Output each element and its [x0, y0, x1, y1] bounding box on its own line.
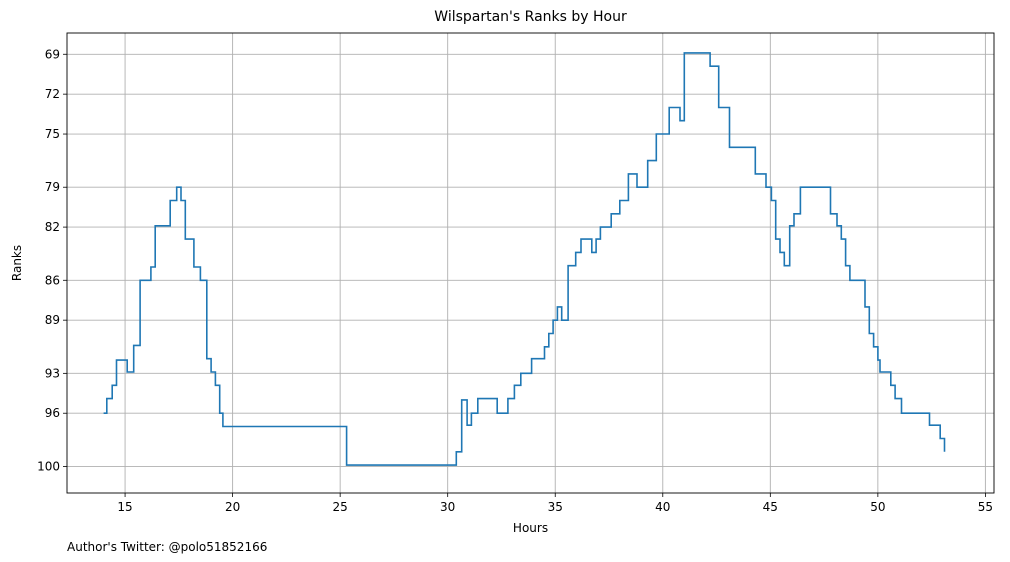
plot-frame — [66, 32, 995, 494]
y-tick-label: 82 — [45, 220, 60, 234]
y-tick-label: 69 — [45, 47, 60, 61]
x-tick-label: 35 — [548, 500, 563, 514]
chart-title: Wilspartan's Ranks by Hour — [434, 9, 627, 25]
y-tick-label: 89 — [45, 313, 60, 327]
y-axis-label: Ranks — [10, 245, 24, 281]
x-axis-label: Hours — [513, 521, 548, 535]
y-tick-label: 86 — [45, 273, 60, 287]
series-layer — [103, 52, 946, 466]
x-tick-label: 50 — [870, 500, 885, 514]
x-tick-label: 45 — [763, 500, 778, 514]
x-tick-label: 40 — [655, 500, 670, 514]
x-tick-label: 30 — [440, 500, 455, 514]
x-tick-label: 15 — [117, 500, 132, 514]
rank-step-line — [103, 52, 946, 466]
y-tick-label: 93 — [45, 366, 60, 380]
y-tick-label: 79 — [45, 180, 60, 194]
x-tick-label: 25 — [333, 500, 348, 514]
y-tick-label: 100 — [37, 459, 60, 473]
author-twitter-note: Author's Twitter: @polo51852166 — [67, 540, 267, 554]
y-tick-label: 72 — [45, 87, 60, 101]
x-tick-label: 20 — [225, 500, 240, 514]
y-tick-label: 96 — [45, 406, 60, 420]
y-tick-label: 75 — [45, 127, 60, 141]
x-tick-label: 55 — [978, 500, 993, 514]
axis-ticks: 15 20 25 30 35 40 45 50 55 69 72 75 79 82 86 89 93 96 100 — [37, 47, 993, 514]
grid-lines — [67, 33, 994, 493]
